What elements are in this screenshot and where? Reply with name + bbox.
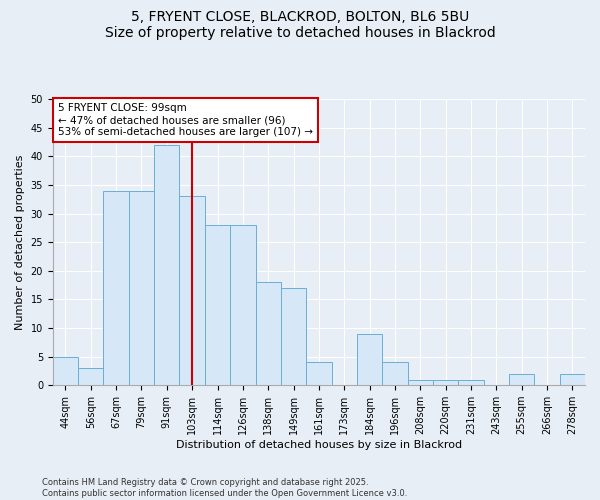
- Bar: [306, 362, 332, 385]
- Bar: [179, 196, 205, 385]
- Text: 5 FRYENT CLOSE: 99sqm
← 47% of detached houses are smaller (96)
53% of semi-deta: 5 FRYENT CLOSE: 99sqm ← 47% of detached …: [58, 104, 313, 136]
- Text: 5, FRYENT CLOSE, BLACKROD, BOLTON, BL6 5BU
Size of property relative to detached: 5, FRYENT CLOSE, BLACKROD, BOLTON, BL6 5…: [104, 10, 496, 40]
- Text: Contains HM Land Registry data © Crown copyright and database right 2025.
Contai: Contains HM Land Registry data © Crown c…: [42, 478, 407, 498]
- Bar: [433, 380, 458, 385]
- X-axis label: Distribution of detached houses by size in Blackrod: Distribution of detached houses by size …: [176, 440, 462, 450]
- Bar: [509, 374, 535, 385]
- Bar: [407, 380, 433, 385]
- Bar: [205, 225, 230, 385]
- Bar: [103, 190, 129, 385]
- Bar: [357, 334, 382, 385]
- Bar: [78, 368, 103, 385]
- Bar: [281, 288, 306, 385]
- Bar: [230, 225, 256, 385]
- Y-axis label: Number of detached properties: Number of detached properties: [15, 154, 25, 330]
- Bar: [154, 145, 179, 385]
- Bar: [53, 356, 78, 385]
- Bar: [256, 282, 281, 385]
- Bar: [458, 380, 484, 385]
- Bar: [382, 362, 407, 385]
- Bar: [560, 374, 585, 385]
- Bar: [129, 190, 154, 385]
